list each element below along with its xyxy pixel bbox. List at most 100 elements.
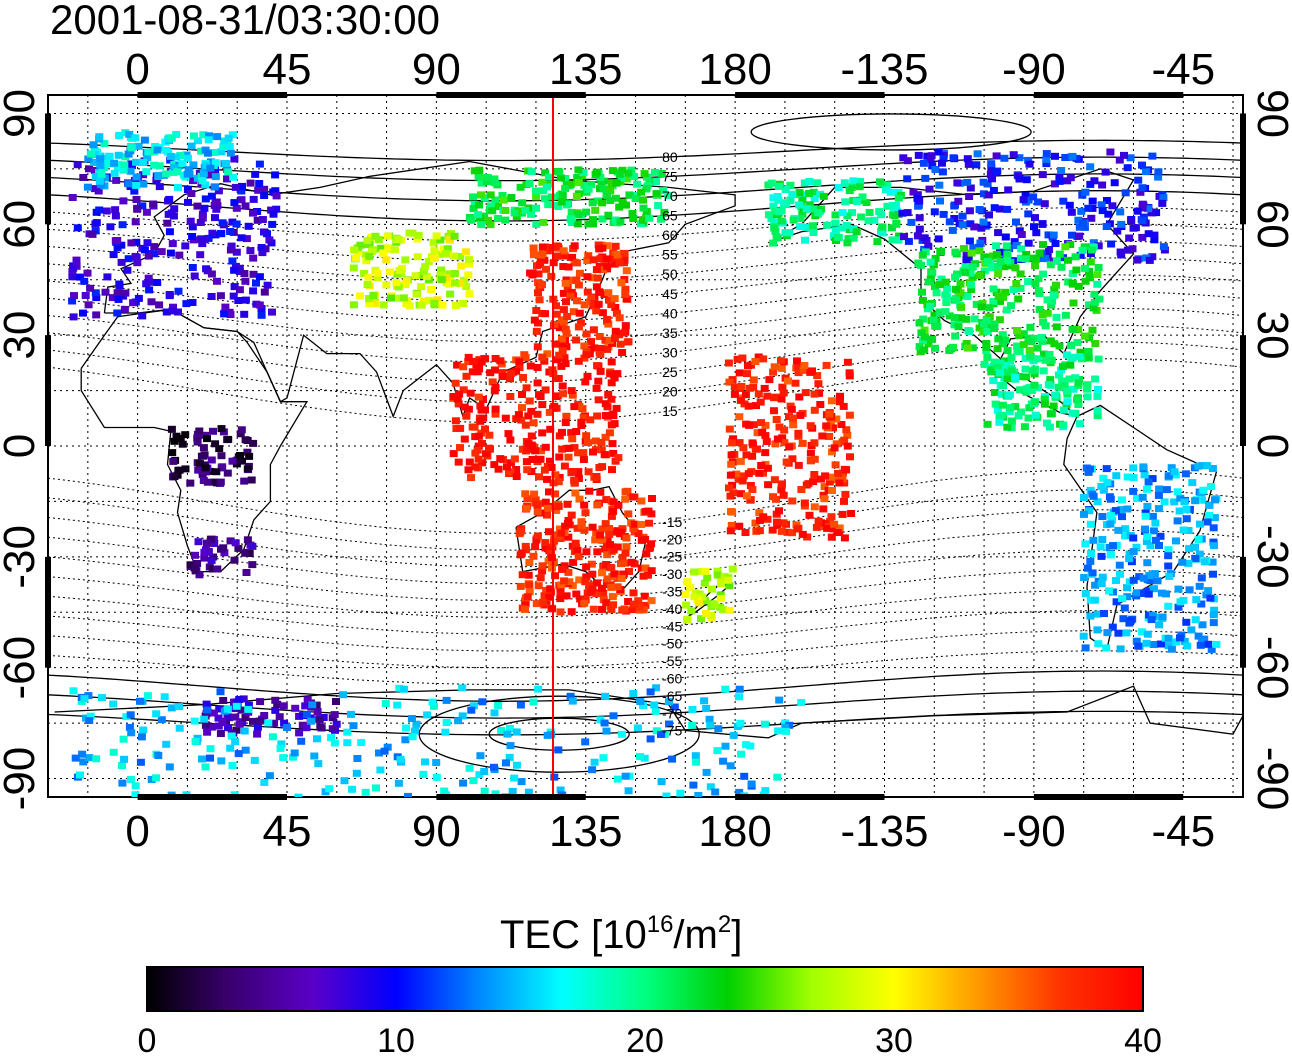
tec-point — [1097, 580, 1106, 587]
tec-point — [254, 186, 263, 194]
tec-point — [956, 280, 965, 288]
mlat-label: 40 — [662, 305, 678, 321]
tec-point — [754, 390, 763, 398]
tec-point — [962, 340, 971, 347]
tec-point — [605, 429, 614, 437]
tec-point — [991, 400, 1000, 408]
tec-point — [1001, 233, 1010, 241]
tec-data-points — [68, 129, 1221, 797]
tec-point — [273, 700, 282, 708]
tec-point — [1197, 600, 1206, 608]
tec-point — [562, 412, 571, 420]
tec-point — [425, 296, 434, 304]
tec-point — [1164, 602, 1173, 610]
tec-point — [501, 207, 510, 214]
tec-point — [781, 186, 790, 193]
axis-tick-label: 90 — [0, 89, 44, 138]
tec-point — [575, 576, 584, 584]
tec-point — [1093, 498, 1102, 506]
mlat-label: -15 — [662, 514, 682, 530]
tec-point — [543, 731, 552, 739]
tec-point — [441, 728, 450, 736]
tec-point — [195, 460, 204, 467]
tec-point — [527, 168, 536, 176]
tec-point — [1118, 595, 1127, 603]
tec-point — [826, 473, 835, 481]
tec-point — [503, 463, 511, 471]
tec-point — [579, 169, 588, 177]
tec-point — [220, 137, 229, 145]
tec-point — [694, 599, 703, 607]
tec-point — [211, 214, 219, 222]
mlat-label: 15 — [662, 403, 678, 419]
tec-point — [200, 451, 209, 459]
tec-point — [169, 457, 178, 465]
tec-point — [951, 248, 960, 256]
tec-point — [207, 270, 216, 278]
tec-point — [607, 358, 616, 366]
tec-point — [181, 242, 190, 250]
tec-point — [610, 260, 619, 268]
tec-point — [570, 444, 579, 452]
tec-point — [349, 264, 358, 272]
tec-point — [556, 588, 565, 596]
tec-point — [594, 300, 603, 308]
tec-point — [1105, 493, 1114, 501]
tec-point — [619, 570, 628, 578]
tec-point — [1047, 356, 1056, 364]
tec-point — [1068, 325, 1077, 333]
tec-point — [987, 160, 996, 168]
tec-point — [972, 161, 981, 169]
tec-point — [312, 701, 321, 709]
tec-point — [621, 559, 629, 567]
tec-point — [936, 197, 944, 205]
axis-tick-label: -90 — [1002, 45, 1066, 94]
tec-point — [464, 358, 473, 366]
tec-point — [204, 149, 212, 157]
tec-point — [475, 365, 484, 373]
tec-point — [162, 740, 171, 748]
tec-point — [503, 730, 512, 738]
tec-point — [664, 191, 673, 199]
tec-point — [1089, 492, 1098, 500]
tec-point — [246, 179, 255, 187]
tec-point — [580, 181, 589, 189]
tec-point — [190, 717, 199, 725]
tec-point — [1210, 542, 1218, 550]
tec-point — [777, 527, 786, 535]
tec-point — [622, 295, 631, 303]
tec-point — [662, 792, 671, 797]
tec-point — [436, 271, 445, 279]
tec-point — [652, 727, 661, 735]
tec-point — [1094, 355, 1103, 363]
tec-point — [763, 515, 772, 523]
tec-point — [542, 265, 550, 273]
tec-point — [235, 268, 244, 275]
tec-point — [1102, 223, 1111, 230]
tec-point — [1191, 497, 1200, 505]
tec-point — [949, 154, 958, 162]
tec-point — [229, 292, 238, 300]
tec-point — [756, 516, 764, 524]
tec-point — [613, 583, 622, 591]
tec-point — [92, 219, 101, 227]
tec-point — [725, 606, 734, 614]
tec-point — [802, 205, 811, 213]
tec-point — [742, 492, 751, 500]
axis-tick-label: 0 — [125, 45, 149, 94]
tec-point — [545, 173, 553, 181]
tec-point — [1204, 640, 1213, 648]
tec-point — [878, 229, 887, 237]
tec-point — [1133, 494, 1142, 502]
tec-point — [451, 417, 460, 425]
tec-point — [965, 207, 974, 215]
tec-point — [639, 572, 648, 580]
tec-point — [69, 264, 78, 272]
tec-point — [592, 384, 601, 392]
tec-point — [745, 384, 754, 392]
tec-point — [1067, 208, 1076, 216]
tec-point — [210, 149, 219, 156]
tec-point — [218, 718, 227, 726]
tec-point — [260, 288, 269, 296]
tec-point — [1063, 398, 1072, 406]
